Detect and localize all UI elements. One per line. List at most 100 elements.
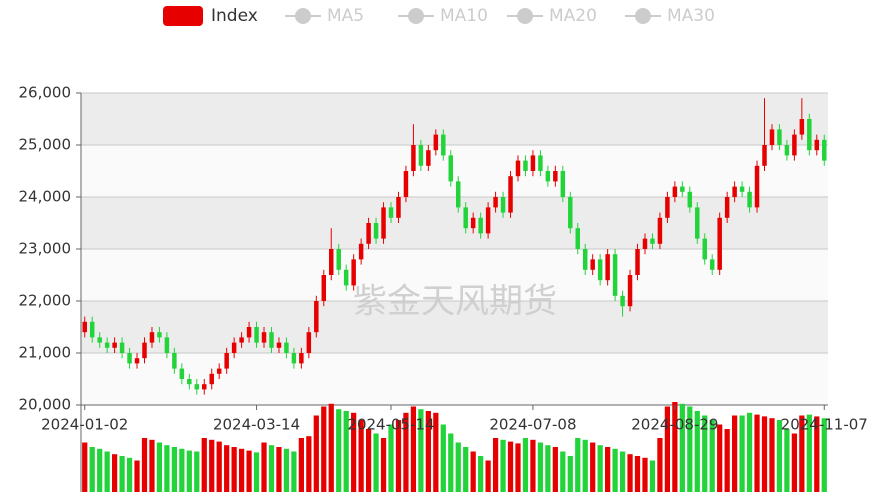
candle-body: [657, 217, 663, 244]
candle-body: [747, 191, 752, 208]
volume-bar: [306, 436, 312, 492]
candle-body: [530, 155, 536, 171]
volume-bar: [194, 451, 200, 492]
candle-body: [792, 134, 797, 156]
candle-body: [366, 223, 371, 244]
legend-label[interactable]: MA10: [440, 6, 488, 26]
volume-bar: [545, 445, 551, 492]
candle-body: [261, 332, 267, 343]
volume-bar: [328, 403, 334, 492]
candle-body: [709, 259, 715, 270]
x-tick-label: 2024-11-07: [781, 416, 868, 434]
volume-bar: [634, 456, 641, 492]
volume-bar: [784, 429, 790, 492]
volume-bar: [492, 438, 499, 492]
volume-bar: [89, 447, 95, 492]
y-tick-label: 24,000: [19, 188, 72, 206]
legend-label[interactable]: MA5: [327, 6, 364, 26]
volume-bar: [500, 439, 506, 492]
legend-label[interactable]: Index: [211, 6, 258, 26]
candle-body: [739, 186, 745, 192]
grid-band: [81, 353, 828, 405]
candle-body: [822, 139, 827, 161]
candle-body: [553, 171, 558, 182]
candle-body: [672, 186, 678, 197]
candle-body: [515, 160, 521, 177]
candle-body: [807, 119, 812, 151]
candle-body: [231, 342, 237, 353]
candle-body: [485, 207, 491, 234]
y-tick-label: 25,000: [19, 136, 72, 154]
candle-body: [560, 171, 566, 197]
volume-bar: [537, 442, 544, 492]
candle-body: [695, 207, 700, 239]
volume-bar: [575, 438, 581, 492]
candle-body: [777, 129, 782, 145]
candle-body: [284, 342, 289, 353]
y-tick-label: 26,000: [19, 84, 72, 102]
volume-bar: [470, 451, 476, 492]
volume-bar: [694, 411, 700, 492]
candle-body: [194, 384, 200, 390]
volume-bar: [463, 447, 469, 492]
volume-bar: [605, 447, 611, 492]
candle-body: [568, 197, 573, 229]
candle-body: [276, 342, 282, 348]
candle-body: [769, 129, 775, 145]
candle-body: [665, 197, 670, 218]
candle-body: [627, 275, 633, 307]
candle-body: [403, 171, 409, 197]
volume-bar: [806, 414, 812, 492]
candle-body: [799, 119, 805, 135]
volume-bar: [224, 445, 230, 492]
volume-bar: [702, 415, 708, 492]
candle-body: [455, 181, 461, 208]
x-tick-label: 2024-03-14: [213, 416, 300, 434]
volume-bar: [761, 416, 768, 492]
candle-body: [157, 332, 162, 338]
legend-label[interactable]: MA20: [549, 6, 597, 26]
candle-body: [523, 160, 528, 171]
grid-band: [81, 197, 828, 249]
legend-dot: [408, 8, 424, 24]
volume-bar: [164, 445, 170, 492]
y-tick-label: 21,000: [19, 344, 72, 362]
grid-band: [81, 301, 828, 353]
volume-bar: [732, 415, 738, 492]
candle-body: [82, 321, 87, 333]
volume-bar: [717, 424, 723, 492]
y-tick-label: 20,000: [19, 396, 72, 414]
candle-body: [545, 171, 551, 182]
candle-body: [441, 134, 446, 156]
volume-bar: [156, 442, 163, 492]
candle-body: [336, 249, 341, 270]
candle-body: [680, 186, 685, 192]
volume-bar: [522, 438, 529, 492]
legend-label[interactable]: MA30: [667, 6, 715, 26]
volume-bar: [298, 438, 304, 492]
legend-dot: [635, 8, 651, 24]
volume-bar: [478, 456, 484, 492]
volume-bar: [612, 448, 618, 492]
candle-body: [246, 327, 252, 338]
volume-bar: [552, 447, 558, 492]
volume-bar: [343, 411, 349, 492]
volume-bar: [365, 429, 372, 492]
candle-body: [388, 207, 394, 218]
volume-bar: [388, 424, 394, 492]
volume-bar: [216, 441, 222, 492]
volume-bar: [104, 451, 110, 492]
volume-bar: [380, 438, 387, 492]
x-tick-label: 2024-01-02: [41, 416, 128, 434]
x-tick-label: 2024-07-08: [489, 416, 576, 434]
candle-body: [635, 249, 640, 275]
volume-bar: [403, 412, 409, 492]
y-tick-label: 23,000: [19, 240, 72, 258]
candle-body: [269, 332, 274, 348]
candle-body: [732, 186, 737, 197]
candle-body: [687, 191, 693, 208]
volume-bar: [791, 433, 797, 492]
candle-body: [373, 223, 379, 239]
candle-body: [582, 249, 588, 270]
